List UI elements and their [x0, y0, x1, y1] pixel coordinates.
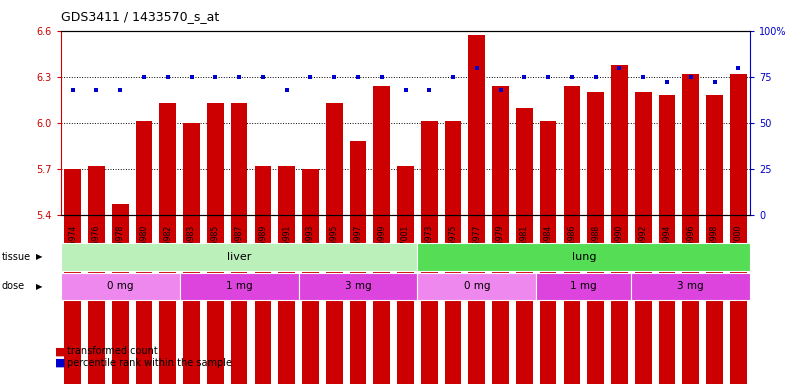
Bar: [706, 95, 723, 384]
Bar: [516, 108, 533, 384]
Bar: [492, 86, 509, 384]
Text: 1 mg: 1 mg: [570, 281, 597, 291]
Bar: [135, 121, 152, 384]
Bar: [64, 169, 81, 384]
Point: [447, 74, 460, 80]
Point: [684, 74, 697, 80]
Point: [375, 74, 388, 80]
Bar: [231, 103, 247, 384]
Bar: [635, 92, 651, 384]
Point: [732, 65, 744, 71]
Bar: [587, 92, 604, 384]
Point: [423, 87, 436, 93]
Point: [637, 74, 650, 80]
Bar: [350, 141, 367, 384]
Text: ■: ■: [55, 358, 66, 368]
Text: dose: dose: [2, 281, 25, 291]
Text: percentile rank within the sample: percentile rank within the sample: [67, 358, 231, 368]
Point: [399, 87, 412, 93]
Point: [304, 74, 317, 80]
Bar: [183, 123, 200, 384]
Bar: [730, 74, 747, 384]
Point: [494, 87, 507, 93]
Point: [209, 74, 222, 80]
Text: 3 mg: 3 mg: [677, 281, 704, 291]
Point: [161, 74, 174, 80]
Text: 1 mg: 1 mg: [225, 281, 252, 291]
Text: GDS3411 / 1433570_s_at: GDS3411 / 1433570_s_at: [61, 10, 219, 23]
Point: [138, 74, 151, 80]
Text: lung: lung: [572, 252, 596, 262]
Bar: [540, 121, 556, 384]
Point: [185, 74, 198, 80]
Bar: [278, 166, 295, 384]
Point: [708, 79, 721, 85]
Point: [280, 87, 293, 93]
Text: ■: ■: [55, 346, 66, 356]
Bar: [326, 103, 342, 384]
Bar: [469, 35, 485, 384]
Point: [470, 65, 483, 71]
Point: [565, 74, 578, 80]
Text: 3 mg: 3 mg: [345, 281, 371, 291]
Text: 0 mg: 0 mg: [107, 281, 134, 291]
Point: [589, 74, 602, 80]
Bar: [160, 103, 176, 384]
Point: [518, 74, 531, 80]
Bar: [444, 121, 461, 384]
Bar: [302, 169, 319, 384]
Point: [114, 87, 127, 93]
Bar: [112, 204, 129, 384]
Bar: [207, 103, 224, 384]
Bar: [373, 86, 390, 384]
Point: [67, 87, 79, 93]
Point: [542, 74, 555, 80]
Bar: [564, 86, 580, 384]
Point: [660, 79, 673, 85]
Point: [90, 87, 103, 93]
Bar: [659, 95, 676, 384]
Bar: [421, 121, 438, 384]
Text: liver: liver: [227, 252, 251, 262]
Point: [351, 74, 364, 80]
Text: 0 mg: 0 mg: [464, 281, 490, 291]
Point: [256, 74, 269, 80]
Text: transformed count: transformed count: [67, 346, 157, 356]
Point: [613, 65, 626, 71]
Bar: [682, 74, 699, 384]
Point: [328, 74, 341, 80]
Point: [233, 74, 246, 80]
Bar: [397, 166, 414, 384]
Bar: [88, 166, 105, 384]
Bar: [611, 65, 628, 384]
Text: ▶: ▶: [36, 282, 42, 291]
Text: ▶: ▶: [36, 252, 42, 262]
Text: tissue: tissue: [2, 252, 31, 262]
Bar: [255, 166, 271, 384]
